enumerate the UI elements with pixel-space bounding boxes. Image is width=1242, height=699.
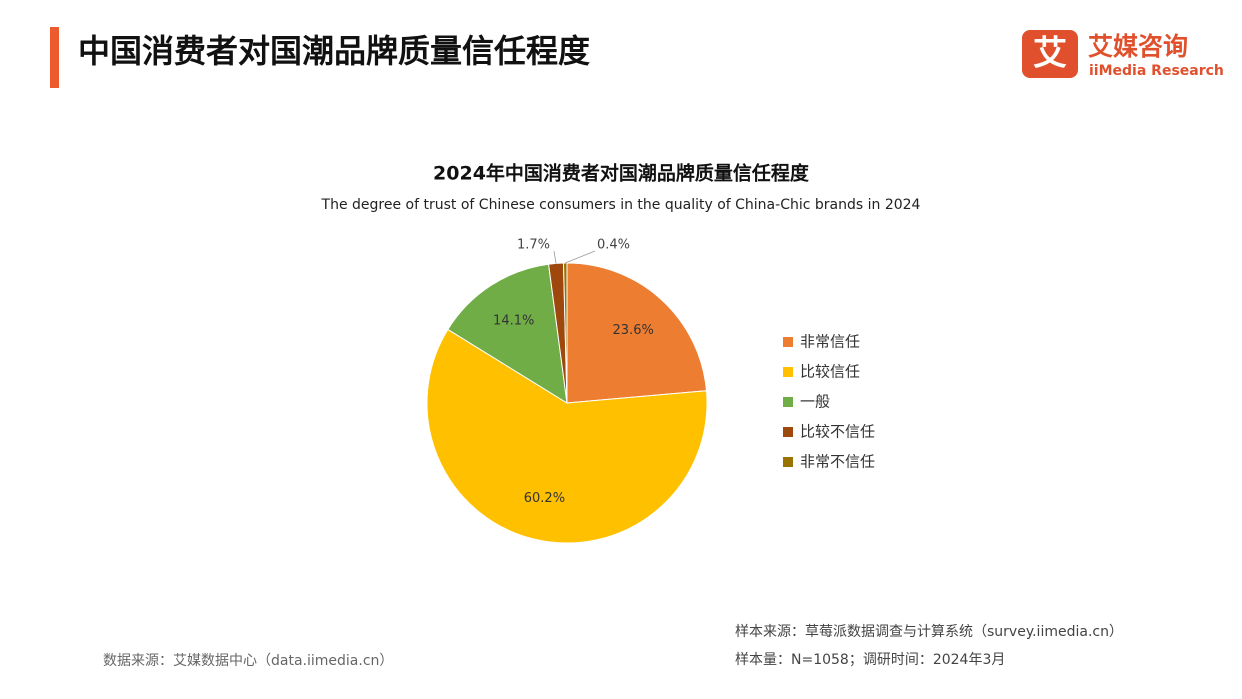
pie-slice [426, 328, 708, 544]
legend-label: 一般 [800, 393, 830, 411]
chart-title: 2024年中国消费者对国潮品牌质量信任程度 [433, 162, 810, 185]
page-title: 中国消费者对国潮品牌质量信任程度 [78, 32, 590, 70]
legend-swatch [783, 397, 793, 407]
data-label: 0.4% [597, 238, 630, 253]
legend-label: 非常信任 [800, 333, 860, 351]
legend-label: 比较不信任 [800, 423, 875, 441]
data-source: 数据来源：艾媒数据中心（data.iimedia.cn） [103, 653, 393, 669]
chart-subtitle: The degree of trust of Chinese consumers… [321, 197, 921, 213]
logo-english: iiMedia Research [1089, 63, 1224, 79]
sample-size: 样本量：N=1058；调研时间：2024年3月 [735, 652, 1005, 668]
data-label: 14.1% [493, 313, 534, 328]
pie-slice [566, 262, 708, 404]
data-label: 1.7% [517, 238, 550, 253]
legend-label: 非常不信任 [800, 453, 875, 471]
title-accent [50, 27, 59, 88]
logo-name: 艾媒咨询 [1088, 32, 1188, 61]
sample-source: 样本来源：草莓派数据调查与计算系统（survey.iimedia.cn） [735, 624, 1123, 640]
logo-icon: 艾 [1033, 34, 1067, 74]
leader-line [565, 250, 596, 264]
leader-line [553, 250, 557, 264]
legend-label: 比较信任 [800, 363, 860, 381]
data-label: 23.6% [613, 323, 654, 338]
data-label: 60.2% [524, 491, 565, 506]
pie-slice [447, 263, 568, 404]
legend-swatch [783, 427, 793, 437]
legend-swatch [783, 457, 793, 467]
logo-box [1022, 30, 1078, 78]
legend-swatch [783, 337, 793, 347]
legend-swatch [783, 367, 793, 377]
